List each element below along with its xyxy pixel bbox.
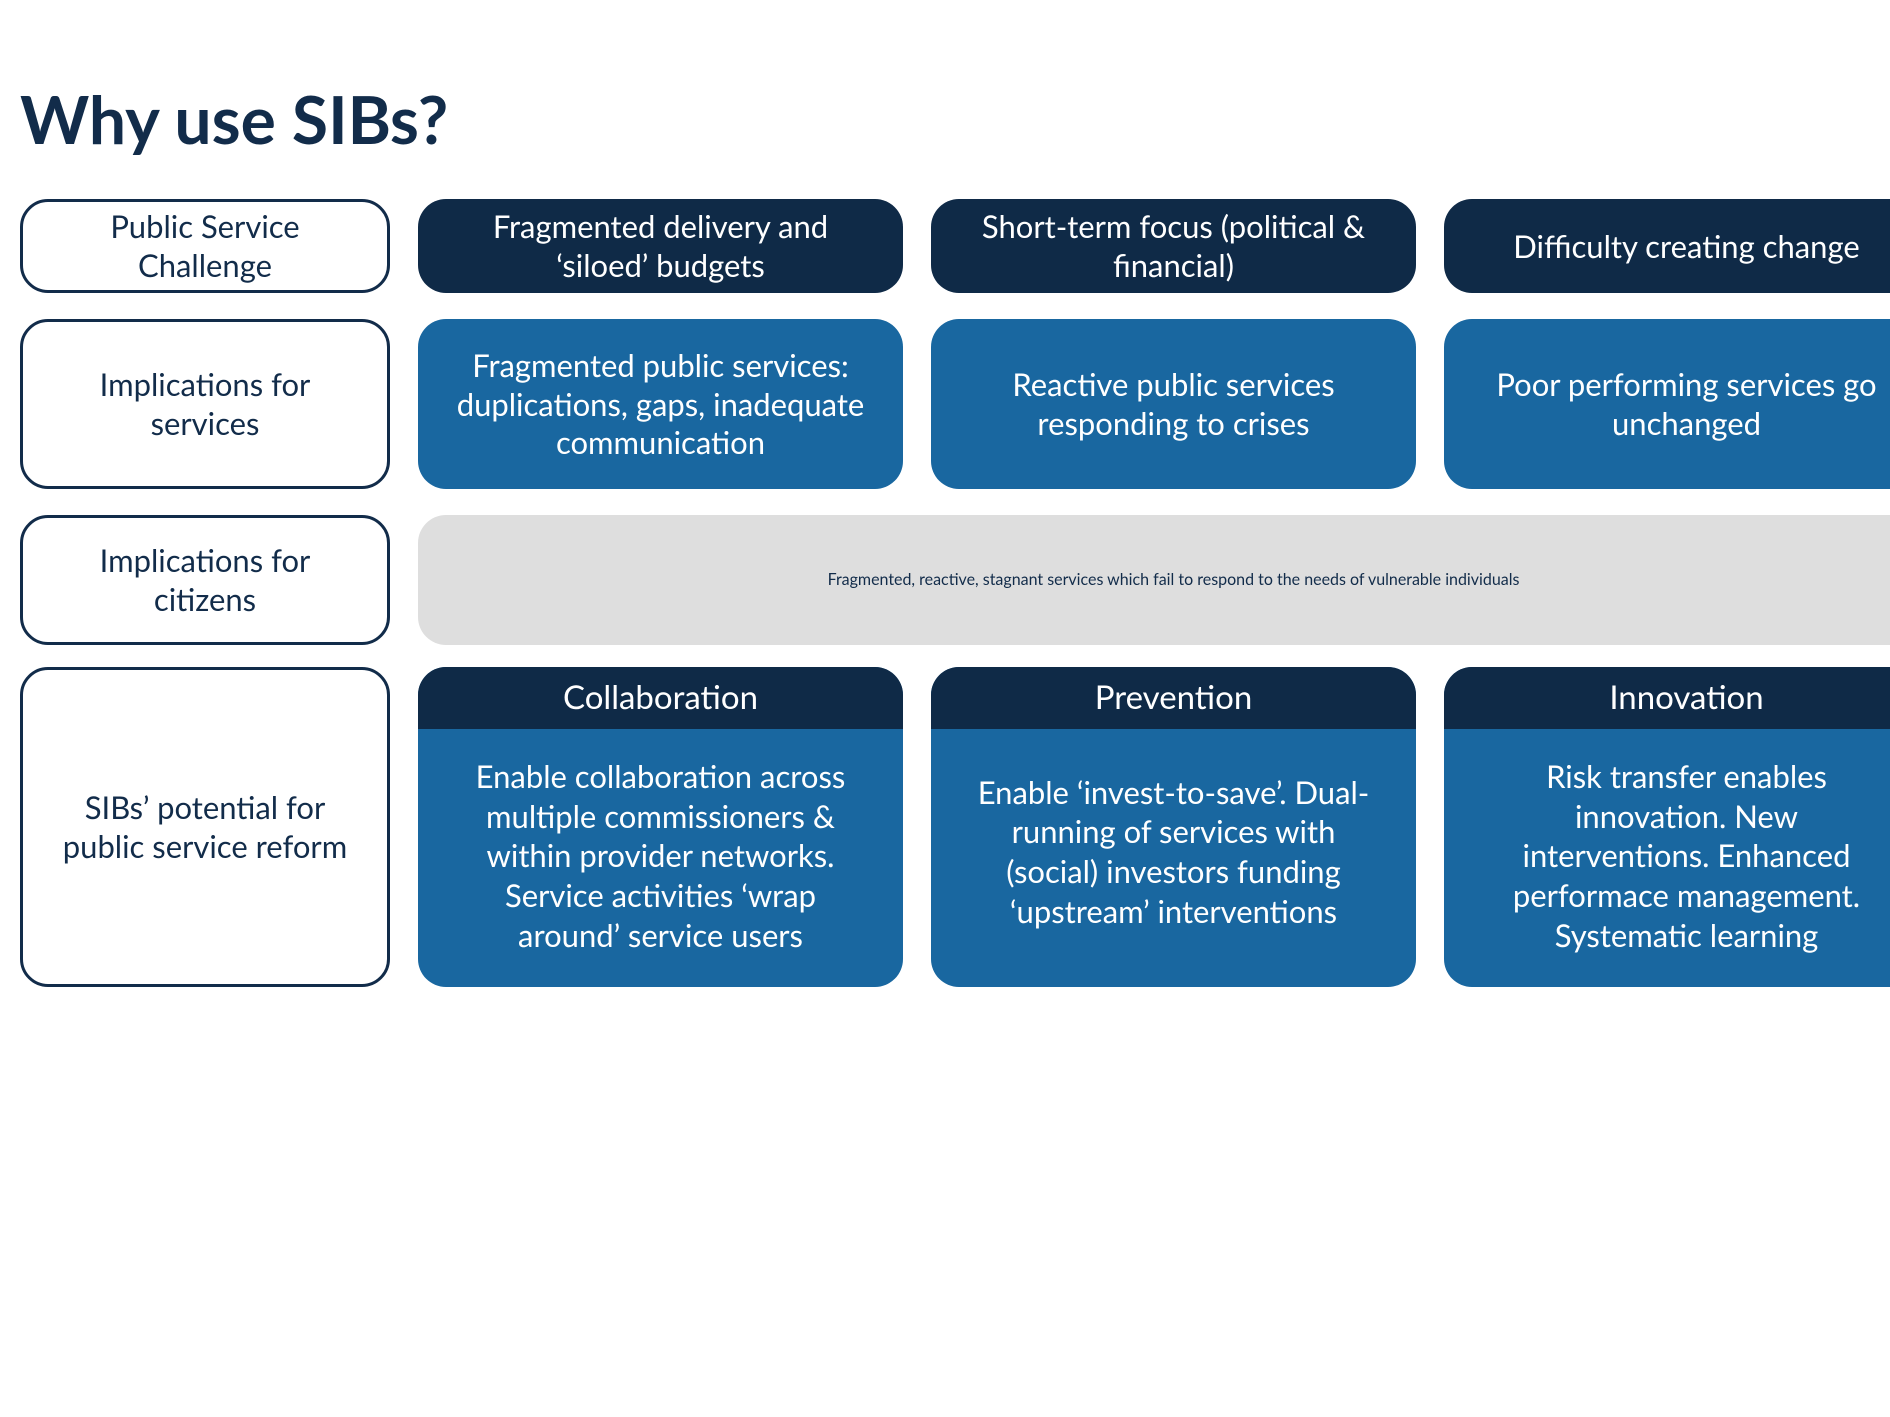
services-cell-2: Reactive public services responding to c… [931,319,1416,489]
citizens-merged-cell: Fragmented, reactive, stagnant services … [418,515,1890,645]
row-label-services: Implications for services [20,319,390,489]
row-gap [20,489,1890,515]
potential-card-header: Innovation [1444,667,1890,729]
services-cell-3: Poor performing services go unchanged [1444,319,1890,489]
page-title: Why use SIBs? [20,80,1870,159]
page: Why use SIBs? Public Service Challenge F… [0,0,1890,1007]
potential-card-header: Prevention [931,667,1416,729]
row-label-potential: SIBs’ potential for public service refor… [20,667,390,987]
potential-card-body: Enable collaboration across multiple com… [418,729,903,987]
challenge-cell-2: Short-term focus (political & financial) [931,199,1416,293]
potential-card-body: Risk transfer enables innovation. New in… [1444,729,1890,987]
row-gap [20,293,1890,319]
challenge-cell-1: Fragmented delivery and ‘siloed’ budgets [418,199,903,293]
row-label-challenge: Public Service Challenge [20,199,390,293]
row-gap [20,645,1890,667]
potential-card-collaboration: Collaboration Enable collaboration acros… [418,667,903,987]
challenge-cell-3: Difficulty creating change [1444,199,1890,293]
potential-card-header: Collaboration [418,667,903,729]
services-cell-1: Fragmented public services: duplications… [418,319,903,489]
sibs-grid: Public Service Challenge Fragmented deli… [20,199,1870,987]
potential-card-prevention: Prevention Enable ‘invest-to-save’. Dual… [931,667,1416,987]
potential-card-innovation: Innovation Risk transfer enables innovat… [1444,667,1890,987]
potential-card-body: Enable ‘invest-to-save’. Dual-running of… [931,729,1416,987]
row-label-citizens: Implications for citizens [20,515,390,645]
